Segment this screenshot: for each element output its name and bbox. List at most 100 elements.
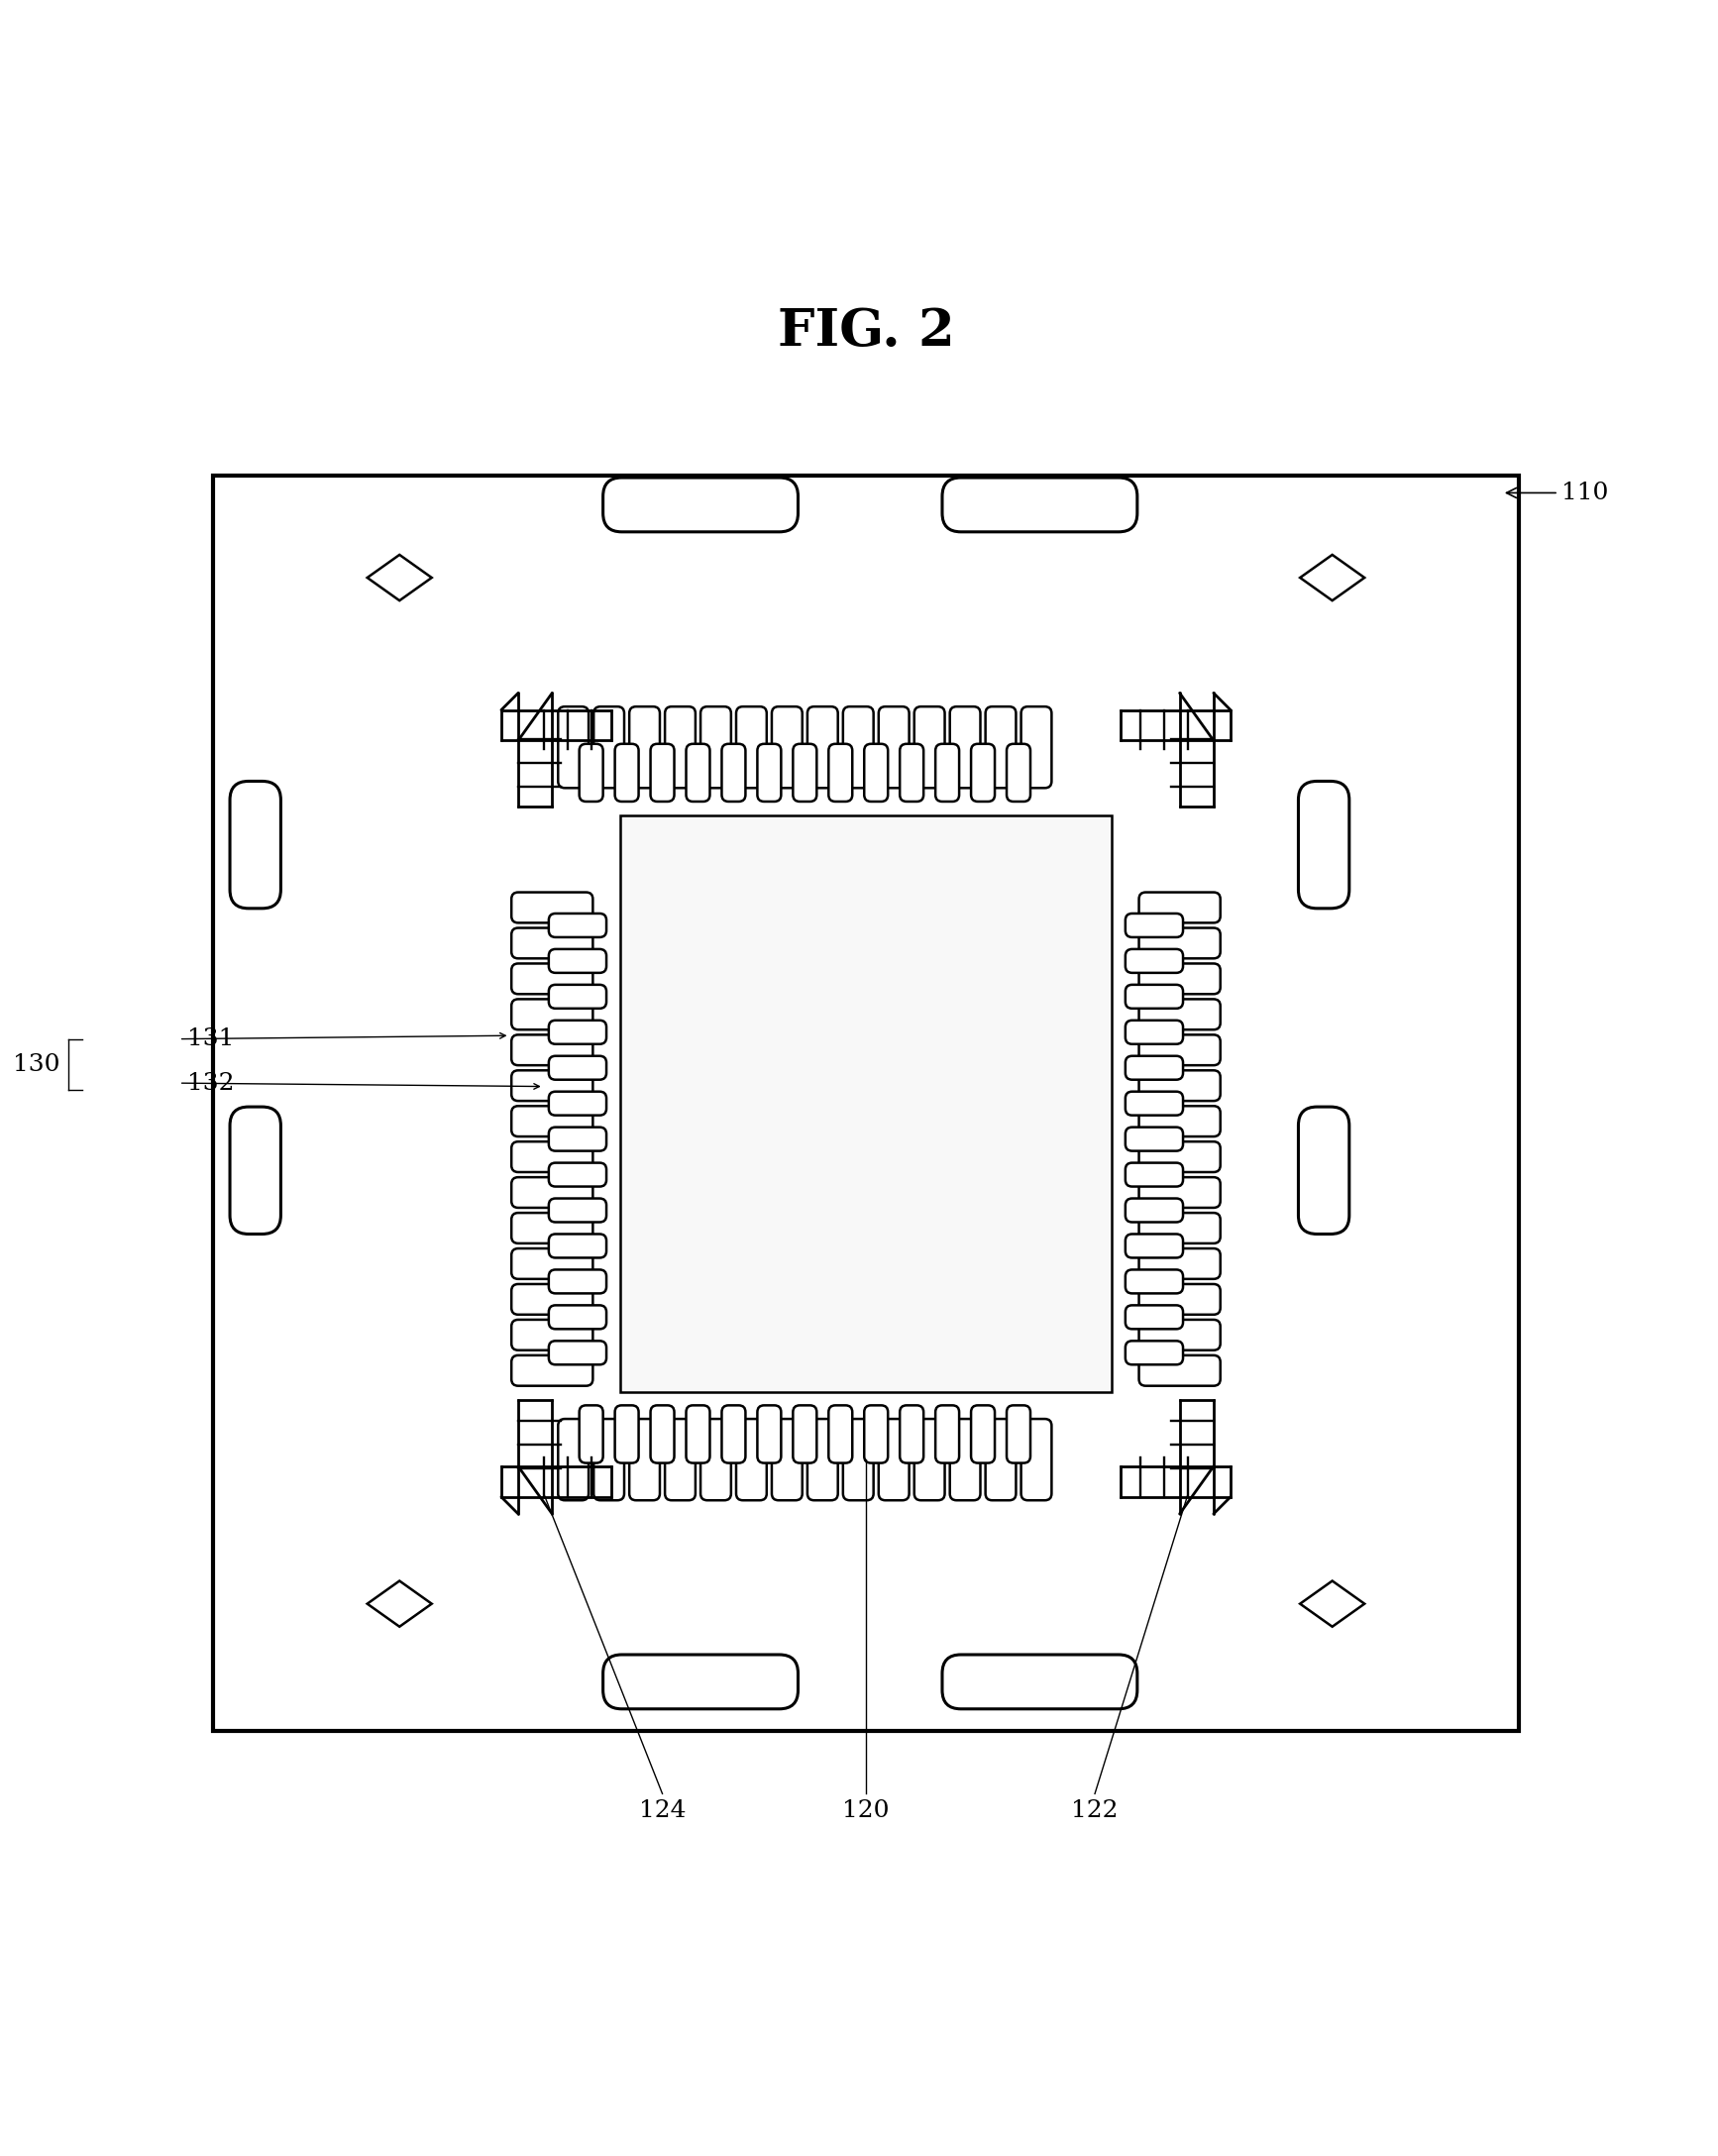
FancyBboxPatch shape bbox=[844, 1419, 873, 1501]
FancyBboxPatch shape bbox=[548, 1020, 606, 1044]
FancyBboxPatch shape bbox=[794, 1406, 816, 1464]
FancyBboxPatch shape bbox=[1125, 1270, 1184, 1294]
FancyBboxPatch shape bbox=[1125, 985, 1184, 1009]
Text: 130: 130 bbox=[14, 1052, 60, 1076]
FancyBboxPatch shape bbox=[900, 1406, 924, 1464]
Text: FIG. 2: FIG. 2 bbox=[777, 306, 955, 358]
Text: 120: 120 bbox=[842, 1800, 890, 1822]
FancyBboxPatch shape bbox=[665, 1419, 696, 1501]
FancyBboxPatch shape bbox=[548, 1128, 606, 1151]
FancyBboxPatch shape bbox=[1125, 1233, 1184, 1257]
FancyBboxPatch shape bbox=[1139, 998, 1220, 1031]
FancyBboxPatch shape bbox=[512, 893, 593, 923]
FancyBboxPatch shape bbox=[1139, 1356, 1220, 1386]
FancyBboxPatch shape bbox=[864, 744, 888, 802]
FancyBboxPatch shape bbox=[1007, 1406, 1031, 1464]
FancyBboxPatch shape bbox=[878, 707, 909, 787]
FancyBboxPatch shape bbox=[900, 744, 924, 802]
FancyBboxPatch shape bbox=[1139, 1214, 1220, 1244]
FancyBboxPatch shape bbox=[1125, 1020, 1184, 1044]
FancyBboxPatch shape bbox=[701, 707, 732, 787]
FancyBboxPatch shape bbox=[1139, 964, 1220, 994]
Text: 122: 122 bbox=[1072, 1800, 1118, 1822]
FancyBboxPatch shape bbox=[512, 1177, 593, 1207]
FancyBboxPatch shape bbox=[230, 780, 280, 908]
FancyBboxPatch shape bbox=[950, 707, 981, 787]
FancyBboxPatch shape bbox=[512, 964, 593, 994]
FancyBboxPatch shape bbox=[864, 1406, 888, 1464]
FancyBboxPatch shape bbox=[512, 1141, 593, 1173]
FancyBboxPatch shape bbox=[512, 1106, 593, 1136]
FancyBboxPatch shape bbox=[548, 1056, 606, 1080]
FancyBboxPatch shape bbox=[1020, 1419, 1051, 1501]
FancyBboxPatch shape bbox=[1139, 1177, 1220, 1207]
FancyBboxPatch shape bbox=[1125, 1091, 1184, 1115]
FancyBboxPatch shape bbox=[935, 1406, 959, 1464]
FancyBboxPatch shape bbox=[1139, 1285, 1220, 1315]
FancyBboxPatch shape bbox=[1125, 1162, 1184, 1186]
FancyBboxPatch shape bbox=[986, 707, 1015, 787]
FancyBboxPatch shape bbox=[558, 1419, 589, 1501]
FancyBboxPatch shape bbox=[1139, 893, 1220, 923]
FancyBboxPatch shape bbox=[512, 1319, 593, 1350]
FancyBboxPatch shape bbox=[986, 1419, 1015, 1501]
FancyBboxPatch shape bbox=[950, 1419, 981, 1501]
FancyBboxPatch shape bbox=[594, 707, 624, 787]
Bar bbox=[213, 476, 1519, 1731]
FancyBboxPatch shape bbox=[1125, 1304, 1184, 1328]
FancyBboxPatch shape bbox=[548, 1199, 606, 1222]
FancyBboxPatch shape bbox=[548, 1091, 606, 1115]
FancyBboxPatch shape bbox=[615, 744, 639, 802]
FancyBboxPatch shape bbox=[512, 1356, 593, 1386]
Text: 131: 131 bbox=[187, 1028, 234, 1050]
FancyBboxPatch shape bbox=[548, 914, 606, 938]
FancyBboxPatch shape bbox=[914, 707, 945, 787]
FancyBboxPatch shape bbox=[629, 707, 660, 787]
FancyBboxPatch shape bbox=[722, 744, 746, 802]
FancyBboxPatch shape bbox=[844, 707, 873, 787]
FancyBboxPatch shape bbox=[941, 1654, 1137, 1710]
FancyBboxPatch shape bbox=[828, 1406, 852, 1464]
FancyBboxPatch shape bbox=[1139, 1069, 1220, 1102]
FancyBboxPatch shape bbox=[1139, 927, 1220, 959]
FancyBboxPatch shape bbox=[230, 1106, 280, 1233]
FancyBboxPatch shape bbox=[794, 744, 816, 802]
FancyBboxPatch shape bbox=[1139, 1035, 1220, 1065]
FancyBboxPatch shape bbox=[512, 1035, 593, 1065]
FancyBboxPatch shape bbox=[512, 1248, 593, 1279]
FancyBboxPatch shape bbox=[548, 1270, 606, 1294]
FancyBboxPatch shape bbox=[807, 1419, 838, 1501]
FancyBboxPatch shape bbox=[1125, 914, 1184, 938]
FancyBboxPatch shape bbox=[935, 744, 959, 802]
Text: 132: 132 bbox=[187, 1072, 235, 1095]
Text: 110: 110 bbox=[1507, 481, 1608, 505]
FancyBboxPatch shape bbox=[512, 1285, 593, 1315]
FancyBboxPatch shape bbox=[512, 1214, 593, 1244]
Bar bbox=[620, 815, 1112, 1393]
FancyBboxPatch shape bbox=[941, 479, 1137, 533]
FancyBboxPatch shape bbox=[651, 1406, 673, 1464]
FancyBboxPatch shape bbox=[1139, 1248, 1220, 1279]
FancyBboxPatch shape bbox=[878, 1419, 909, 1501]
FancyBboxPatch shape bbox=[771, 1419, 802, 1501]
FancyBboxPatch shape bbox=[1020, 707, 1051, 787]
FancyBboxPatch shape bbox=[735, 707, 766, 787]
FancyBboxPatch shape bbox=[1125, 1199, 1184, 1222]
FancyBboxPatch shape bbox=[735, 1419, 766, 1501]
Text: 124: 124 bbox=[639, 1800, 685, 1822]
FancyBboxPatch shape bbox=[1139, 1106, 1220, 1136]
FancyBboxPatch shape bbox=[685, 1406, 710, 1464]
FancyBboxPatch shape bbox=[651, 744, 673, 802]
FancyBboxPatch shape bbox=[771, 707, 802, 787]
FancyBboxPatch shape bbox=[512, 1069, 593, 1102]
FancyBboxPatch shape bbox=[1125, 949, 1184, 972]
FancyBboxPatch shape bbox=[758, 1406, 782, 1464]
FancyBboxPatch shape bbox=[603, 1654, 799, 1710]
FancyBboxPatch shape bbox=[1125, 1056, 1184, 1080]
FancyBboxPatch shape bbox=[722, 1406, 746, 1464]
FancyBboxPatch shape bbox=[615, 1406, 639, 1464]
FancyBboxPatch shape bbox=[1007, 744, 1031, 802]
FancyBboxPatch shape bbox=[914, 1419, 945, 1501]
FancyBboxPatch shape bbox=[971, 744, 995, 802]
FancyBboxPatch shape bbox=[701, 1419, 732, 1501]
